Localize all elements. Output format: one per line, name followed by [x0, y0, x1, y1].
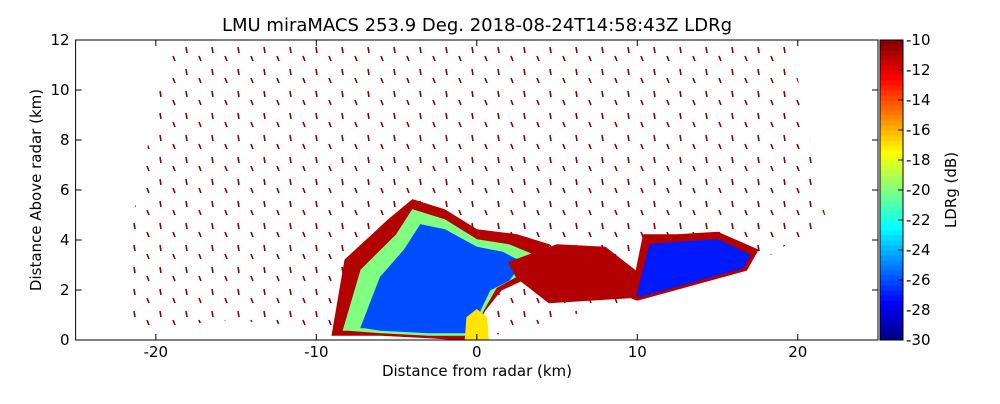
colorbar-step [880, 60, 903, 66]
colorbar-step [880, 120, 903, 126]
colorbar-step [880, 230, 903, 236]
colorbar-label: LDRg (dB) [942, 152, 960, 228]
colorbar-step [880, 305, 903, 311]
colorbar-step [880, 260, 903, 266]
colorbar-step [880, 155, 903, 161]
colorbar-tick-label: -12 [906, 61, 931, 79]
colorbar-step [880, 315, 903, 321]
colorbar-step [880, 325, 903, 331]
colorbar-step [880, 65, 903, 71]
colorbar-step [880, 220, 903, 226]
colorbar-step [880, 95, 903, 101]
colorbar-step [880, 200, 903, 206]
colorbar-step [880, 105, 903, 111]
y-tick-label: 8 [60, 131, 70, 149]
y-tick-label: 10 [51, 81, 70, 99]
colorbar-step [880, 70, 903, 76]
y-tick-label: 0 [60, 331, 70, 349]
colorbar-step [880, 205, 903, 211]
colorbar-step [880, 190, 903, 196]
colorbar-step [880, 50, 903, 56]
colorbar-step [880, 180, 903, 186]
colorbar-step [880, 145, 903, 151]
colorbar-step [880, 115, 903, 121]
colorbar-step [880, 45, 903, 51]
colorbar-step [880, 280, 903, 286]
colorbar-step [880, 140, 903, 146]
x-tick-label: 10 [628, 343, 647, 361]
echo-regions [331, 199, 759, 340]
colorbar-step [880, 240, 903, 246]
chart-title: LMU miraMACS 253.9 Deg. 2018-08-24T14:58… [222, 15, 732, 36]
x-tick-label: 20 [788, 343, 807, 361]
colorbar-step [880, 295, 903, 301]
y-tick-label: 12 [51, 31, 70, 49]
colorbar-step [880, 160, 903, 166]
colorbar-step [880, 245, 903, 251]
colorbar-step [880, 335, 903, 341]
colorbar-step [880, 80, 903, 86]
colorbar-tick-label: -10 [906, 31, 931, 49]
colorbar-step [880, 215, 903, 221]
x-tick-label: 0 [472, 343, 482, 361]
colorbar-step [880, 310, 903, 316]
colorbar-step [880, 255, 903, 261]
colorbar-tick-label: -28 [906, 301, 931, 319]
colorbar-step [880, 195, 903, 201]
colorbar-step [880, 150, 903, 156]
colorbar-step [880, 270, 903, 276]
colorbar-step [880, 250, 903, 256]
colorbar-step [880, 165, 903, 171]
colorbar-tick-label: -16 [906, 121, 931, 139]
y-axis-label: Distance Above radar (km) [27, 89, 45, 291]
echo-region [464, 309, 489, 340]
colorbar-step [880, 170, 903, 176]
colorbar-step [880, 135, 903, 141]
colorbar-tick-label: -22 [906, 211, 931, 229]
colorbar-tick-label: -14 [906, 91, 931, 109]
x-axis-label: Distance from radar (km) [382, 362, 572, 380]
colorbar-tick-label: -24 [906, 241, 931, 259]
colorbar-step [880, 285, 903, 291]
colorbar-step [880, 235, 903, 241]
colorbar-step [880, 210, 903, 216]
colorbar-step [880, 330, 903, 336]
colorbar-step [880, 300, 903, 306]
colorbar-step [880, 275, 903, 281]
colorbar-step [880, 125, 903, 131]
colorbar-step [880, 85, 903, 91]
colorbar-step [880, 290, 903, 296]
colorbar-tick-label: -18 [906, 151, 931, 169]
colorbar-tick-label: -20 [906, 181, 931, 199]
echo-region [636, 239, 751, 298]
y-tick-label: 4 [60, 231, 70, 249]
x-tick-label: -20 [144, 343, 169, 361]
colorbar-step [880, 110, 903, 116]
colorbar-step [880, 75, 903, 81]
y-tick-label: 6 [60, 181, 70, 199]
colorbar-step [880, 265, 903, 271]
colorbar-step [880, 175, 903, 181]
colorbar-step [880, 225, 903, 231]
colorbar-step [880, 90, 903, 96]
colorbar-tick-label: -26 [906, 271, 931, 289]
x-tick-label: -10 [304, 343, 329, 361]
colorbar-step [880, 185, 903, 191]
colorbar-tick-label: -30 [906, 331, 931, 349]
colorbar-step [880, 55, 903, 61]
colorbar-step [880, 100, 903, 106]
colorbar-step [880, 40, 903, 46]
y-tick-label: 2 [60, 281, 70, 299]
colorbar-step [880, 320, 903, 326]
colorbar-step [880, 130, 903, 136]
